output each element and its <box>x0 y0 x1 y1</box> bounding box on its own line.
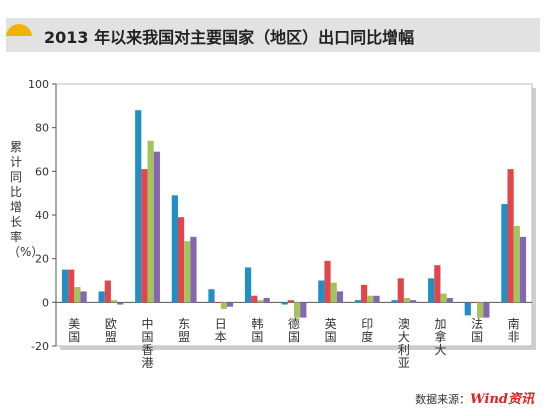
title-bullet-mask <box>6 36 32 50</box>
y-tick-label: 60 <box>35 165 49 178</box>
x-tick-label: 欧盟 <box>105 317 117 344</box>
bar <box>171 195 178 303</box>
bar <box>177 217 185 303</box>
bar <box>477 302 484 318</box>
bar <box>214 302 221 303</box>
x-tick-label: 韩国 <box>251 316 263 344</box>
bar <box>397 278 404 303</box>
bar <box>281 302 288 305</box>
bar <box>519 236 527 303</box>
data-source: 数据来源：Wind资讯 <box>415 388 534 407</box>
bar <box>513 225 520 303</box>
bar <box>330 282 337 303</box>
bar <box>391 300 398 303</box>
data-source-label: 数据来源： <box>415 393 471 406</box>
bar <box>403 297 411 303</box>
x-tick-label: 美国 <box>68 317 80 344</box>
bar <box>80 291 87 303</box>
bar <box>220 302 227 309</box>
y-tick-label: 20 <box>35 253 49 266</box>
bar <box>263 297 270 303</box>
bar <box>434 265 441 303</box>
bar <box>470 302 478 303</box>
bar <box>318 280 325 303</box>
bar <box>184 241 191 303</box>
bar <box>117 302 124 305</box>
bar <box>110 300 118 303</box>
bar <box>104 280 111 303</box>
bar <box>373 295 380 303</box>
bar <box>410 300 417 303</box>
bar <box>483 302 490 318</box>
bar <box>244 267 252 303</box>
y-tick-label: -20 <box>31 340 49 353</box>
x-tick-label: 澳大利亚 <box>398 317 410 370</box>
x-tick-label: 法国 <box>471 317 483 344</box>
bar <box>287 300 294 303</box>
bar <box>147 140 154 303</box>
x-tick-label: 日本 <box>215 317 227 344</box>
bar <box>446 297 453 303</box>
bar <box>257 300 264 303</box>
bar <box>501 204 508 303</box>
x-tick-label: 中国香港 <box>142 316 154 370</box>
bar <box>141 169 148 303</box>
bar <box>294 302 301 318</box>
wind-logo: Wind资讯 <box>470 392 534 407</box>
bar <box>428 278 435 303</box>
bar <box>68 269 75 303</box>
y-tick-label: 100 <box>28 78 49 91</box>
x-tick-label: 英国 <box>325 317 337 344</box>
bar <box>226 302 234 307</box>
y-tick-label: 80 <box>35 122 49 135</box>
x-tick-label: 东盟 <box>178 317 190 344</box>
bar <box>354 300 362 303</box>
bar <box>361 284 368 303</box>
bar <box>153 151 160 303</box>
bar <box>300 302 307 318</box>
bar <box>190 236 197 303</box>
title-bar <box>6 18 540 52</box>
bar <box>367 295 374 303</box>
bar <box>98 291 105 303</box>
y-tick-label: 40 <box>35 209 49 222</box>
bar <box>440 293 447 303</box>
y-tick-label: 0 <box>42 296 49 309</box>
bar <box>61 269 69 303</box>
bar <box>324 260 331 303</box>
chart-title: 2013 年以来我国对主要国家（地区）出口同比增幅 <box>44 28 415 47</box>
bar <box>251 295 258 303</box>
bar <box>74 287 81 303</box>
x-tick-label: 南非 <box>508 316 520 344</box>
bar <box>464 302 471 316</box>
x-tick-label: 德国 <box>288 316 300 344</box>
bar <box>507 169 514 303</box>
bar <box>135 110 142 303</box>
bar <box>336 291 344 303</box>
bar <box>208 289 215 303</box>
x-tick-label: 加拿大 <box>434 317 446 357</box>
x-tick-label: 印度 <box>361 317 373 344</box>
